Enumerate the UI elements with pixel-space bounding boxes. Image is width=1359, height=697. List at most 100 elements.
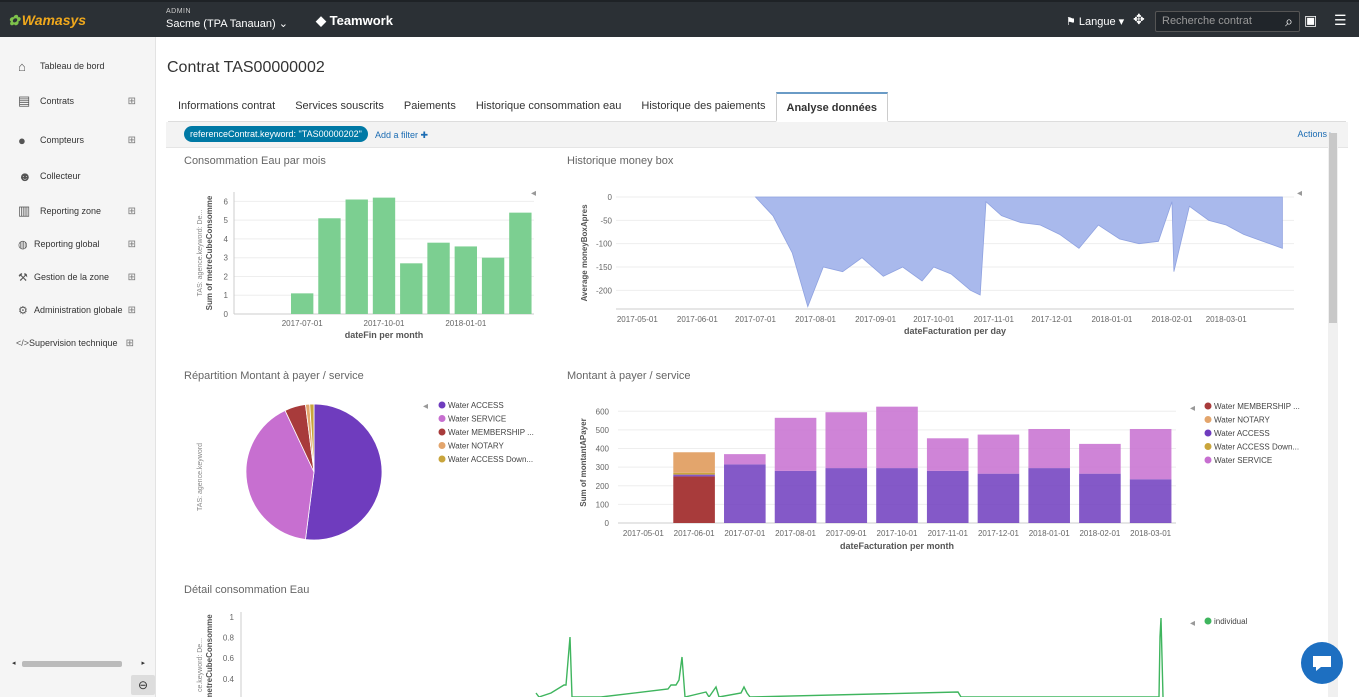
bar-segment: [926, 438, 969, 471]
y-tick-label: 400: [596, 445, 610, 454]
side-label: TAS: agence.keyword: De...: [197, 210, 204, 297]
side-label: TAS: agence.keyword: [197, 443, 204, 511]
scroll-left-icon[interactable]: ◂: [12, 660, 16, 667]
filter-pill[interactable]: referenceContrat.keyword: "TAS00000202": [184, 126, 368, 142]
teamwork-link[interactable]: ◆ Teamwork: [316, 13, 393, 28]
expand-icon[interactable]: ⊞: [125, 337, 134, 349]
x-tick-label: 2017-06-01: [677, 315, 718, 324]
y-tick-label: 0: [608, 193, 613, 202]
legend-label: Water SERVICE: [448, 415, 506, 424]
expand-icon[interactable]: ⊞: [127, 238, 136, 250]
x-axis-label: dateFacturation per day: [904, 326, 1006, 336]
legend-label: Water ACCESS Down...: [448, 455, 533, 464]
admin-value: Sacme (TPA Tanauan) ⌄: [166, 18, 288, 30]
x-tick-label: 2017-10-01: [913, 315, 954, 324]
y-tick-label: 0: [224, 310, 229, 319]
bar: [372, 197, 396, 314]
actions-link[interactable]: Actions ▸: [1297, 129, 1334, 139]
sidebar-item-tech-supervision[interactable]: </> Supervision technique ⊞: [16, 337, 134, 349]
expand-icon[interactable]: ⊞: [127, 271, 136, 283]
language-menu[interactable]: ⚑ Langue ▾: [1066, 16, 1125, 28]
legend-label: Water ACCESS: [448, 401, 504, 410]
scroll-thumb[interactable]: [1329, 133, 1337, 323]
tab-water-history[interactable]: Historique consommation eau: [475, 100, 622, 112]
tab-payments[interactable]: Paiements: [403, 100, 456, 112]
bar-segment: [876, 468, 918, 523]
y-tick-label: -200: [596, 286, 613, 295]
collapse-legend-icon: ◂: [1190, 403, 1195, 414]
menu-icon[interactable]: ☰: [1334, 12, 1347, 28]
scroll-right-icon[interactable]: ▸: [141, 660, 145, 667]
y-tick-label: 100: [596, 500, 610, 509]
sidebar-item-contracts[interactable]: ▤ Contrats ⊞: [18, 93, 136, 108]
collapse-legend-icon: ◂: [531, 188, 536, 199]
add-filter-link[interactable]: Add a filter ✚: [375, 130, 429, 140]
y-tick-label: 1: [230, 613, 235, 622]
panel-title: Consommation Eau par mois: [184, 155, 326, 167]
app-logo[interactable]: ✿ Wamasys: [8, 12, 87, 28]
bar-segment: [876, 406, 918, 469]
y-axis-label: metreCubeConsomme: [205, 614, 214, 697]
gears-icon: ⚙: [18, 304, 28, 317]
sidebar-item-collector[interactable]: ☻ Collecteur: [18, 168, 81, 184]
scroll-thumb[interactable]: [22, 661, 122, 667]
code-icon: </>: [16, 338, 30, 348]
legend-swatch: [1204, 617, 1212, 625]
vertical-scrollbar[interactable]: [1328, 133, 1338, 697]
bar-segment: [977, 434, 1020, 474]
search-input[interactable]: [1162, 15, 1277, 27]
tab-contract-info[interactable]: Informations contrat: [178, 100, 276, 112]
legend-label: Water MEMBERSHIP ...: [1214, 402, 1300, 411]
legend-swatch: [1204, 456, 1212, 464]
tag-icon: ◆: [316, 13, 330, 28]
y-axis-label: Sum of metreCubeConsomme: [205, 195, 214, 310]
bar: [400, 263, 423, 314]
chat-button[interactable]: [1301, 642, 1343, 684]
tab-services[interactable]: Services souscrits: [295, 100, 384, 112]
expand-icon[interactable]: ⊞: [127, 95, 136, 107]
legend-swatch: [438, 442, 446, 449]
bar-segment: [825, 412, 868, 469]
tab-payment-history[interactable]: Historique des paiements: [641, 100, 766, 112]
x-tick-label: 2017-12-01: [978, 529, 1019, 538]
expand-icon[interactable]: ⊞: [127, 304, 136, 316]
expand-icon[interactable]: ⊞: [127, 205, 136, 217]
expand-icon[interactable]: ⊞: [127, 134, 136, 146]
y-tick-label: 3: [224, 254, 229, 263]
legend-swatch: [1204, 429, 1212, 437]
panel-title: Montant à payer / service: [567, 370, 691, 382]
tab-data-analysis[interactable]: Analyse données: [775, 92, 888, 122]
sidebar-item-meters[interactable]: ● Compteurs ⊞: [18, 132, 136, 148]
bar-segment: [724, 454, 766, 465]
y-axis-label: Average moneyBoxApres: [580, 204, 589, 302]
legend-swatch: [438, 401, 446, 409]
top-bar: ✿ Wamasys ADMIN Sacme (TPA Tanauan) ⌄ ◆ T…: [0, 0, 1359, 37]
pie-slice: [309, 403, 315, 473]
bar: [345, 199, 368, 314]
panel-title: Répartition Montant à payer / service: [184, 370, 364, 382]
legend-label: Water NOTARY: [1214, 416, 1271, 425]
sidebar-item-global-admin[interactable]: ⚙ Administration globale ⊞: [18, 304, 136, 317]
y-tick-label: 4: [224, 235, 229, 244]
y-tick-label: 200: [596, 482, 610, 491]
admin-selector[interactable]: ADMIN Sacme (TPA Tanauan) ⌄: [166, 8, 288, 30]
bar: [291, 293, 314, 314]
sidebar-item-dashboard[interactable]: ⌂ Tableau de bord: [18, 58, 105, 74]
search-icon[interactable]: ⌕: [1285, 13, 1293, 29]
download-icon[interactable]: ▣: [1304, 12, 1318, 28]
sidebar-scrollbar[interactable]: ◂ ▸: [12, 659, 145, 669]
x-tick-label: 2018-03-01: [1130, 529, 1171, 538]
bar-segment: [774, 470, 817, 523]
x-tick-label: 2017-11-01: [928, 529, 969, 538]
fullscreen-icon[interactable]: ✥: [1133, 11, 1145, 27]
main-content: Contrat TAS00000002 Informations contrat…: [156, 37, 1359, 697]
tab-bar: Informations contrat Services souscrits …: [168, 92, 1346, 122]
y-tick-label: 500: [596, 426, 610, 435]
sidebar-item-zone-management[interactable]: ⚒ Gestion de la zone ⊞: [18, 271, 136, 284]
x-tick-label: 2017-09-01: [826, 529, 867, 538]
sidebar-item-reporting-global[interactable]: ◍ Reporting global ⊞: [18, 238, 136, 251]
collapse-sidebar-icon[interactable]: ⊖: [131, 675, 155, 695]
bar-segment: [926, 470, 969, 523]
sidebar-item-reporting-zone[interactable]: ▥ Reporting zone ⊞: [18, 203, 136, 218]
y-axis-label: Sum of montantAPayer: [579, 418, 588, 506]
